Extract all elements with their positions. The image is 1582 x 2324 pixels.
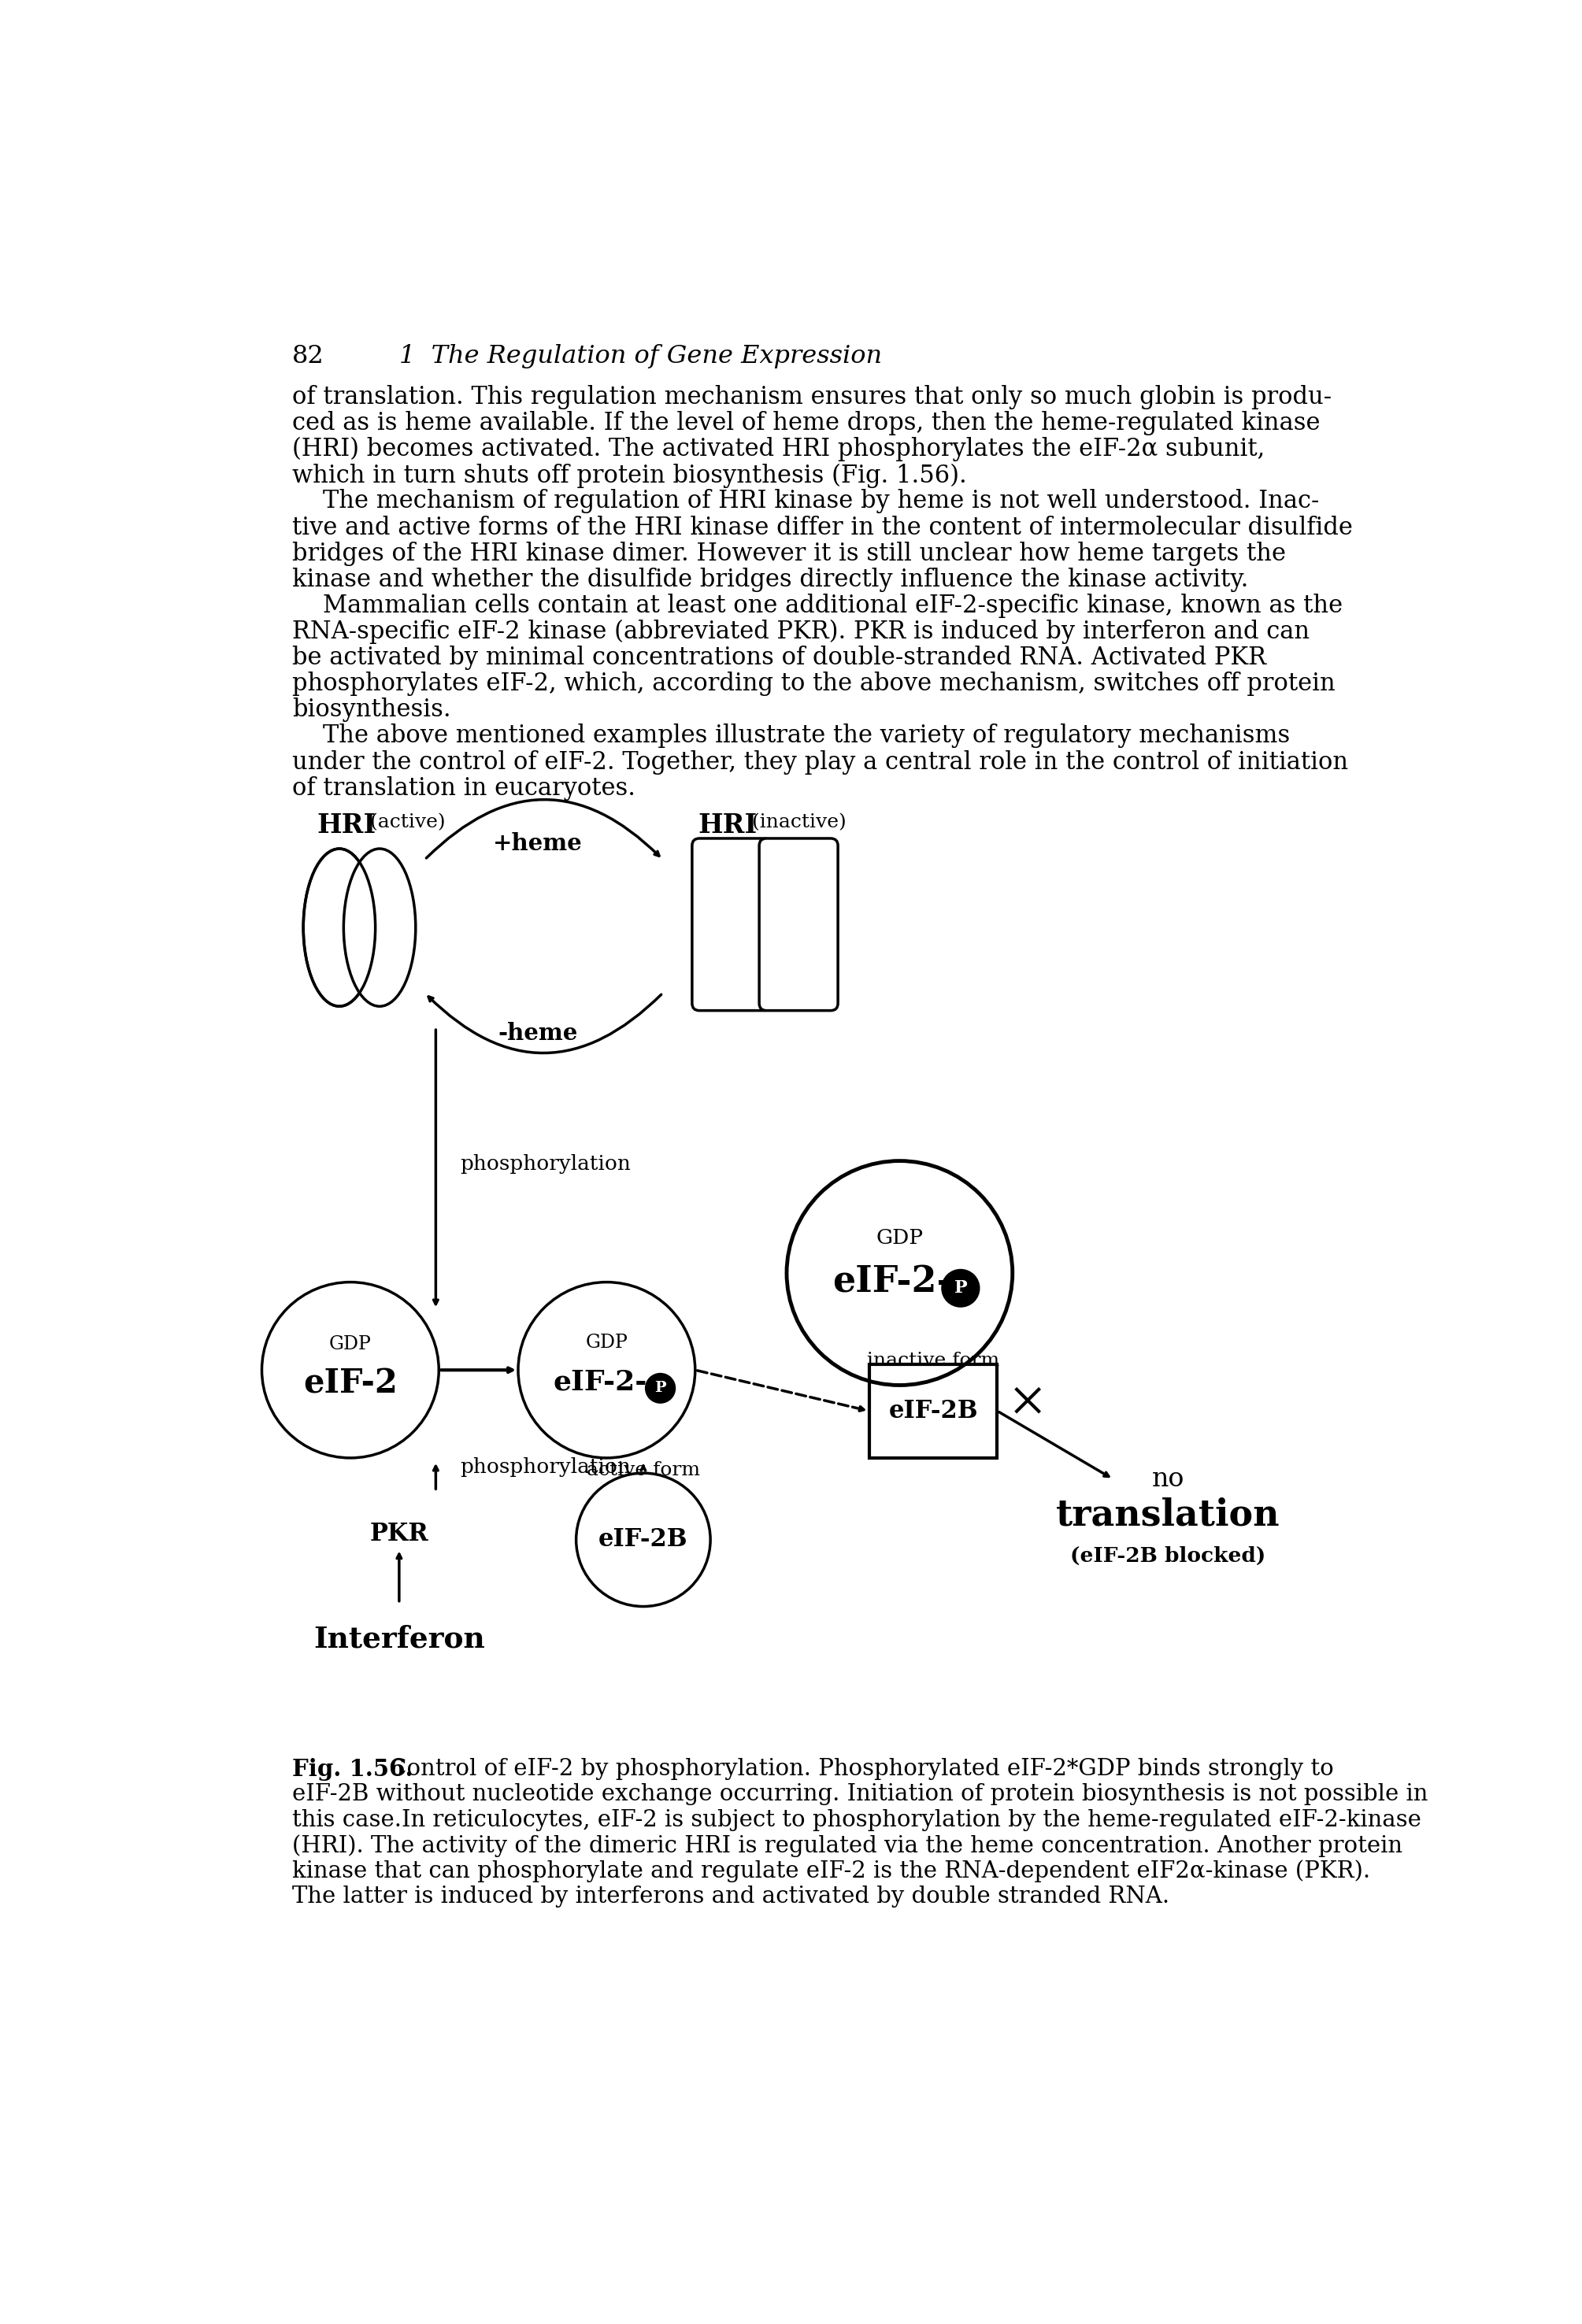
Text: P: P	[954, 1281, 967, 1297]
Text: phosphorylates eIF-2, which, according to the above mechanism, switches off prot: phosphorylates eIF-2, which, according t…	[293, 672, 1335, 697]
Text: (inactive): (inactive)	[751, 813, 846, 832]
Text: of translation in eucaryotes.: of translation in eucaryotes.	[293, 776, 636, 799]
Text: P: P	[655, 1380, 666, 1394]
Text: which in turn shuts off protein biosynthesis (Fig. 1.56).: which in turn shuts off protein biosynth…	[293, 462, 967, 488]
Text: Fig. 1.56.: Fig. 1.56.	[293, 1757, 413, 1780]
Text: kinase and whether the disulfide bridges directly influence the kinase activity.: kinase and whether the disulfide bridges…	[293, 567, 1248, 593]
Text: this case.In reticulocytes, eIF-2 is subject to phosphorylation by the heme-regu: this case.In reticulocytes, eIF-2 is sub…	[293, 1808, 1422, 1831]
Text: (eIF-2B blocked): (eIF-2B blocked)	[1071, 1545, 1266, 1566]
Text: Mammalian cells contain at least one additional eIF-2-specific kinase, known as : Mammalian cells contain at least one add…	[293, 593, 1343, 618]
Text: Control of eIF-2 by phosphorylation. Phosphorylated eIF-2*GDP binds strongly to: Control of eIF-2 by phosphorylation. Pho…	[383, 1757, 1334, 1780]
Text: tive and active forms of the HRI kinase differ in the content of intermolecular : tive and active forms of the HRI kinase …	[293, 516, 1353, 539]
Text: (HRI) becomes activated. The activated HRI phosphorylates the eIF-2α subunit,: (HRI) becomes activated. The activated H…	[293, 437, 1266, 462]
Text: no: no	[1152, 1466, 1185, 1492]
Text: kinase that can phosphorylate and regulate eIF-2 is the RNA-dependent eIF2α-kina: kinase that can phosphorylate and regula…	[293, 1859, 1370, 1882]
Text: 1  The Regulation of Gene Expression: 1 The Regulation of Gene Expression	[399, 344, 881, 370]
Text: -heme: -heme	[498, 1023, 577, 1046]
Text: GDP: GDP	[585, 1334, 628, 1353]
Text: +heme: +heme	[494, 832, 582, 855]
Text: of translation. This regulation mechanism ensures that only so much globin is pr: of translation. This regulation mechanis…	[293, 386, 1332, 409]
Text: eIF-2: eIF-2	[304, 1367, 397, 1399]
FancyBboxPatch shape	[691, 839, 770, 1011]
Circle shape	[645, 1373, 676, 1404]
Text: inactive form: inactive form	[867, 1353, 1000, 1369]
Text: 82: 82	[293, 344, 324, 370]
Text: ced as is heme available. If the level of heme drops, then the heme-regulated ki: ced as is heme available. If the level o…	[293, 411, 1321, 435]
Text: PKR: PKR	[370, 1522, 429, 1545]
Text: be activated by minimal concentrations of double-stranded RNA. Activated PKR: be activated by minimal concentrations o…	[293, 646, 1267, 669]
Text: eIF-2-: eIF-2-	[832, 1264, 952, 1299]
Text: GDP: GDP	[329, 1336, 372, 1353]
Text: The above mentioned examples illustrate the variety of regulatory mechanisms: The above mentioned examples illustrate …	[293, 723, 1291, 748]
Circle shape	[943, 1269, 979, 1306]
Text: phosphorylation: phosphorylation	[460, 1457, 631, 1476]
Text: (active): (active)	[370, 813, 446, 832]
Text: phosphorylation: phosphorylation	[460, 1155, 631, 1174]
Text: eIF-2B: eIF-2B	[598, 1527, 688, 1552]
FancyBboxPatch shape	[759, 839, 838, 1011]
Text: The mechanism of regulation of HRI kinase by heme is not well understood. Inac-: The mechanism of regulation of HRI kinas…	[293, 490, 1319, 514]
Ellipse shape	[343, 848, 416, 1006]
Text: under the control of eIF-2. Together, they play a central role in the control of: under the control of eIF-2. Together, th…	[293, 751, 1348, 774]
Text: eIF-2-: eIF-2-	[554, 1369, 647, 1394]
Text: RNA-specific eIF-2 kinase (abbreviated PKR). PKR is induced by interferon and ca: RNA-specific eIF-2 kinase (abbreviated P…	[293, 621, 1310, 644]
Text: GDP: GDP	[876, 1227, 924, 1248]
Text: translation: translation	[1057, 1497, 1280, 1534]
Text: eIF-2B without nucleotide exchange occurring. Initiation of protein biosynthesis: eIF-2B without nucleotide exchange occur…	[293, 1783, 1429, 1806]
Text: (HRI). The activity of the dimeric HRI is regulated via the heme concentration. : (HRI). The activity of the dimeric HRI i…	[293, 1834, 1403, 1857]
Text: The latter is induced by interferons and activated by double stranded RNA.: The latter is induced by interferons and…	[293, 1885, 1169, 1908]
Text: active form: active form	[587, 1462, 699, 1478]
Text: biosynthesis.: biosynthesis.	[293, 697, 451, 723]
Text: Interferon: Interferon	[313, 1624, 484, 1655]
Text: HRI: HRI	[316, 813, 377, 839]
Bar	[869, 1364, 997, 1457]
Text: HRI: HRI	[698, 813, 758, 839]
Text: bridges of the HRI kinase dimer. However it is still unclear how heme targets th: bridges of the HRI kinase dimer. However…	[293, 541, 1286, 565]
Text: eIF-2B: eIF-2B	[889, 1399, 978, 1422]
